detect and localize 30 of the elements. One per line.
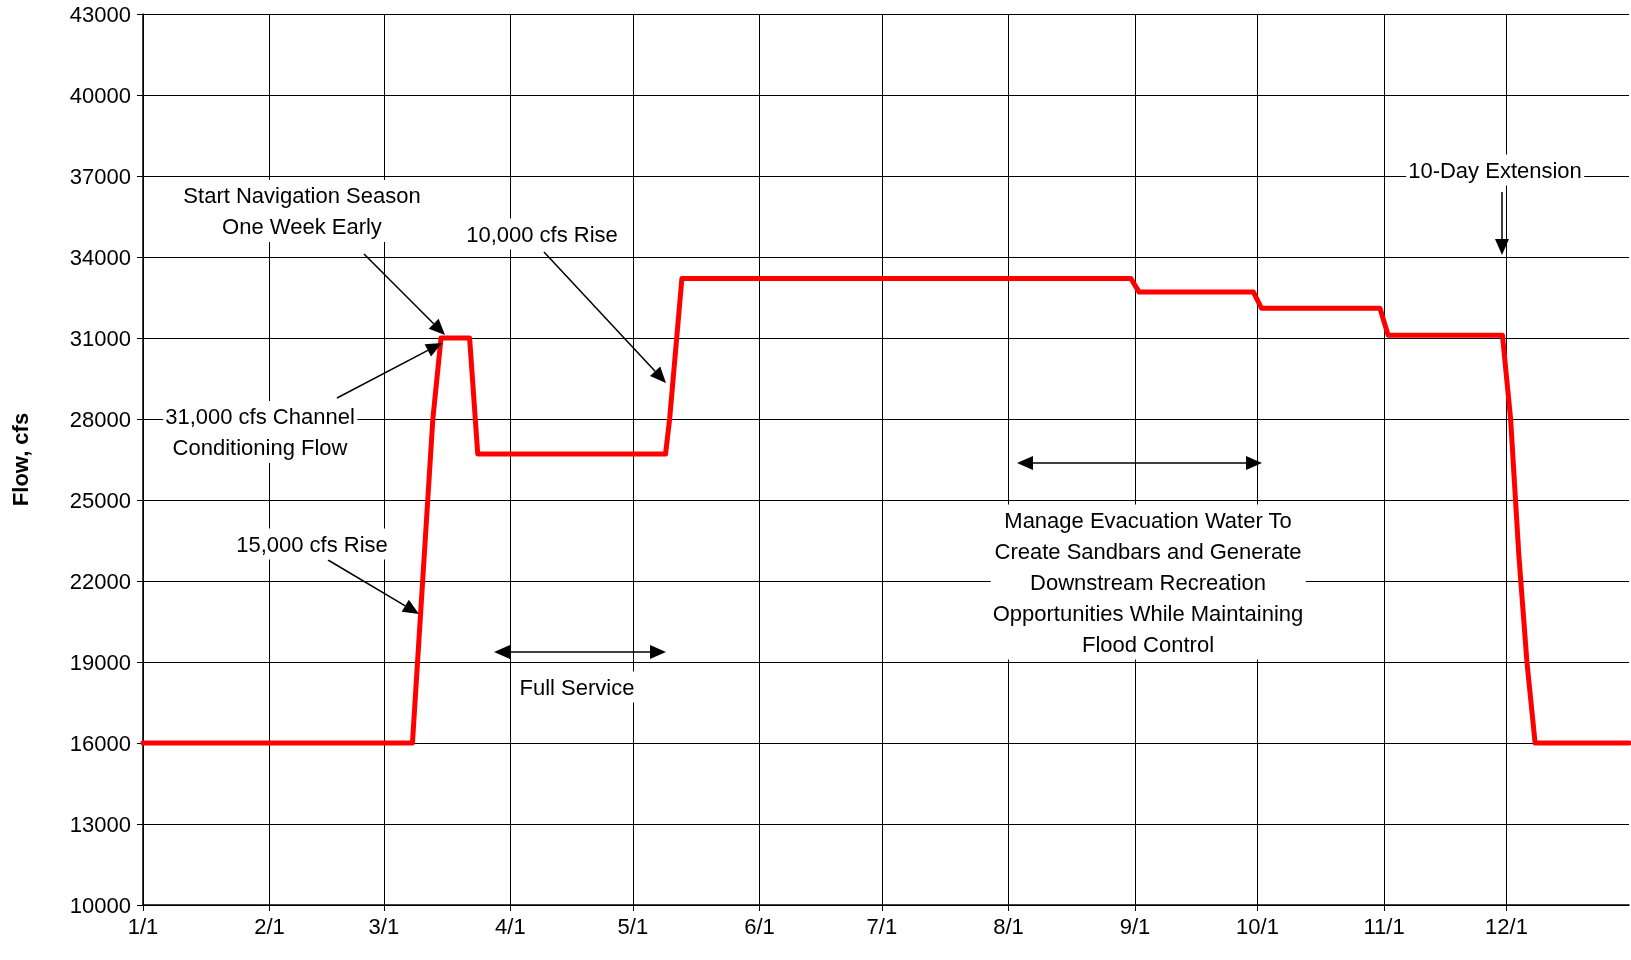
y-tick-label: 40000 (69, 82, 131, 108)
x-tick-label: 4/1 (495, 913, 526, 939)
x-tick-label: 9/1 (1119, 913, 1151, 939)
y-tick-label: 16000 (69, 730, 131, 756)
y-tick-label: 31000 (69, 325, 131, 351)
annotation: Start Navigation Season One Week Early (181, 180, 423, 242)
x-tick-label: 11/1 (1363, 913, 1405, 939)
x-tick-label: 6/1 (744, 913, 775, 939)
annotation: 31,000 cfs Channel Conditioning Flow (163, 401, 357, 463)
x-tick-label: 2/1 (254, 913, 285, 939)
x-tick-label: 10/1 (1236, 913, 1279, 939)
y-tick-label: 25000 (69, 487, 131, 513)
y-tick-label: 37000 (69, 163, 131, 189)
y-tick-label: 43000 (69, 1, 131, 27)
y-tick-label: 22000 (69, 568, 131, 594)
x-tick-label: 7/1 (866, 913, 898, 939)
x-tick-label: 8/1 (993, 913, 1024, 939)
x-tick-label: 3/1 (368, 913, 400, 939)
x-tick-label: 12/1 (1485, 913, 1528, 939)
annotation: 15,000 cfs Rise (234, 528, 390, 560)
y-tick-label: 19000 (69, 649, 131, 675)
annotation: 10,000 cfs Rise (464, 218, 620, 250)
y-tick-label: 34000 (69, 244, 131, 270)
annotation: 10-Day Extension (1406, 154, 1584, 186)
annotation: Full Service (517, 671, 637, 703)
x-tick-label: 5/1 (617, 913, 649, 939)
y-tick-label: 28000 (69, 406, 131, 432)
y-tick-label: 13000 (69, 811, 131, 837)
y-axis-title: Flow, cfs (7, 412, 33, 507)
annotation: Manage Evacuation Water To Create Sandbars and Generate Downstream Recreation Opportunities While Maintaining Flood Control (990, 504, 1306, 660)
